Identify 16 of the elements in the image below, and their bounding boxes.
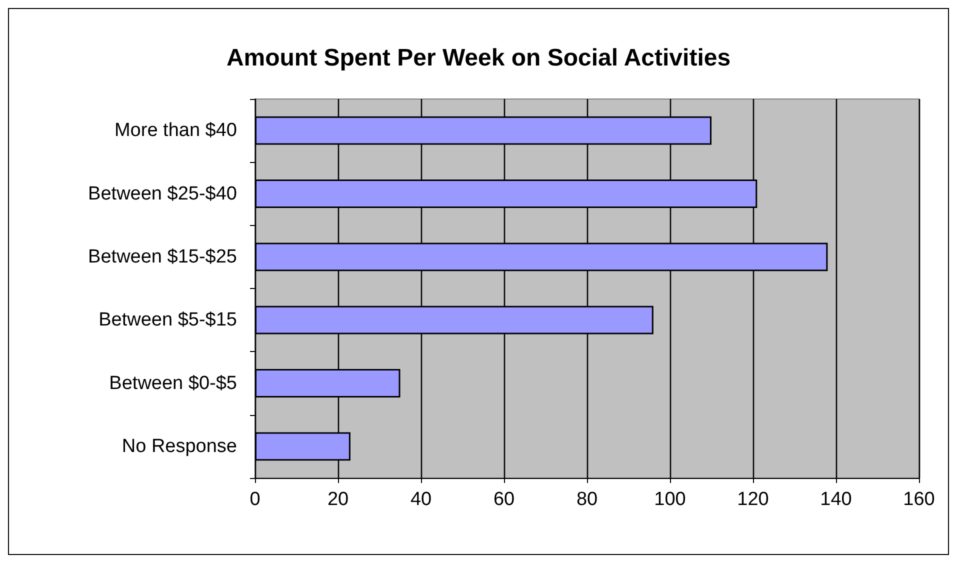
x-tick-label: 0 [250,489,260,510]
x-tick-label: 120 [737,489,769,510]
x-tick-label: 40 [410,489,432,510]
y-tick-label: Between $15-$25 [88,246,237,268]
x-tick-label: 80 [576,489,598,510]
y-tick-label: No Response [122,436,237,457]
x-tick-label: 60 [493,489,515,510]
y-tick-label: Between $25-$40 [88,183,237,204]
y-tick-label: More than $40 [114,120,237,142]
x-tick-label: 100 [654,489,686,510]
x-tick-label: 140 [820,489,852,510]
x-tick-label: 160 [903,489,935,510]
y-tick-label: Between $5-$15 [98,310,237,331]
chart-title: Amount Spent Per Week on Social Activities [226,44,731,72]
y-tick-label: Between $0-$5 [109,372,237,394]
x-tick-label: 20 [327,489,349,510]
